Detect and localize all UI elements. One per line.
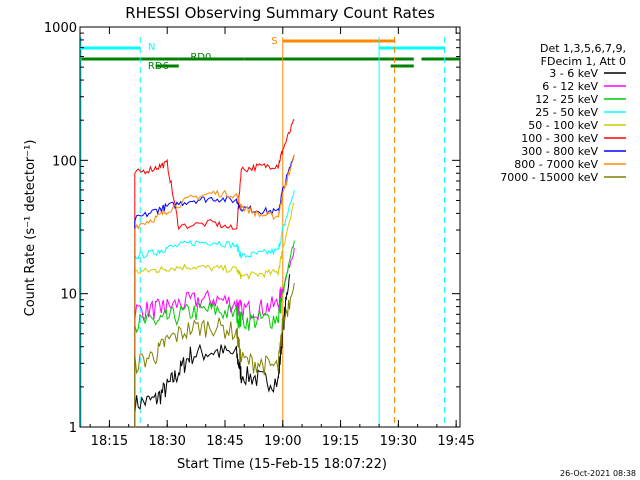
series-line-6	[134, 154, 295, 428]
x-axis-label: Start Time (15-Feb-15 18:07:22)	[177, 457, 387, 472]
series-line-0	[134, 274, 291, 428]
series-line-2	[134, 240, 295, 428]
annotation-rd0: RD0	[190, 52, 211, 63]
y-tick-label: 100	[52, 154, 77, 169]
series-line-4	[134, 202, 295, 428]
legend-label: 12 - 25 keV	[535, 93, 598, 106]
series-line-5	[134, 118, 295, 428]
legend-header: Det 1,3,5,6,7,9,	[540, 42, 626, 55]
series-line-7	[134, 154, 295, 428]
annotation-n: N	[148, 42, 155, 53]
x-tick-label: 19:15	[322, 434, 359, 449]
y-axis-label: Count Rate (s⁻¹ detector⁻¹)	[23, 140, 38, 317]
status-bars: N S RD0 RD6	[80, 36, 460, 72]
legend-label: 3 - 6 keV	[549, 67, 598, 80]
x-tick-label: 18:45	[206, 434, 243, 449]
plot-frame	[79, 26, 461, 428]
legend-label: 300 - 800 keV	[521, 145, 598, 158]
x-tick-label: 18:15	[91, 434, 128, 449]
chart-title: RHESSI Observing Summary Count Rates	[125, 4, 435, 22]
x-tick-label: 19:45	[437, 434, 474, 449]
legend: Det 1,3,5,6,7,9,FDecim 1, Att 03 - 6 keV…	[500, 42, 626, 184]
series-layer	[134, 118, 295, 428]
x-tick-label: 19:30	[380, 434, 417, 449]
annotation-rd6: RD6	[148, 61, 169, 72]
legend-label: 100 - 300 keV	[521, 132, 598, 145]
y-tick-label: 1	[69, 421, 77, 436]
legend-label: 800 - 7000 keV	[514, 158, 598, 171]
x-tick-label: 19:00	[264, 434, 301, 449]
series-line-1	[134, 247, 295, 428]
annotation-s: S	[271, 36, 277, 47]
plot-area	[79, 26, 461, 428]
legend-label: 50 - 100 keV	[528, 119, 598, 132]
y-tick-label: 1000	[44, 21, 77, 36]
legend-header: FDecim 1, Att 0	[541, 55, 626, 68]
x-tick-label: 18:30	[148, 434, 185, 449]
timestamp: 26-Oct-2021 08:38	[560, 469, 636, 478]
legend-label: 7000 - 15000 keV	[500, 171, 598, 184]
axes: 18:15 18:30 18:45 19:00 19:15 19:30 19:45 1 10 10…	[44, 21, 475, 449]
legend-label: 25 - 50 keV	[535, 106, 598, 119]
series-line-3	[134, 189, 295, 428]
series-line-8	[134, 283, 295, 428]
y-tick-label: 10	[60, 288, 77, 303]
legend-label: 6 - 12 keV	[542, 80, 598, 93]
event-lines	[80, 37, 446, 427]
